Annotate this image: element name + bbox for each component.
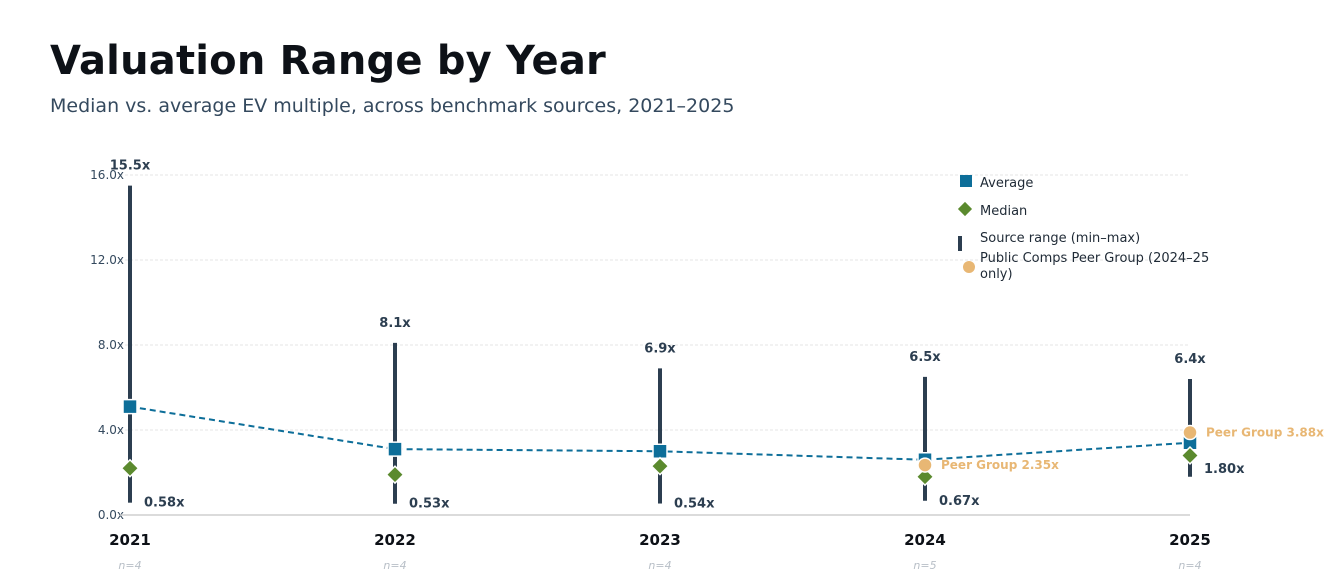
y-tick-label: 12.0x	[90, 253, 124, 267]
legend-peer-label-line1: Public Comps Peer Group (2024–25	[980, 251, 1209, 266]
legend-average-label: Average	[980, 176, 1033, 191]
x-tick-label-2025: 2025	[1169, 531, 1211, 549]
legend: Average Median Source range (min–max) Pu…	[957, 175, 1209, 282]
median-marker-2023	[650, 456, 670, 476]
y-tick-label: 4.0x	[98, 423, 124, 437]
x-tick-label-2022: 2022	[374, 531, 416, 549]
legend-peer-label-line2: only)	[980, 267, 1013, 282]
min-label-2024: 0.67x	[939, 494, 980, 509]
peer-marker-2025	[1182, 424, 1198, 441]
max-label-2021: 15.5x	[110, 159, 151, 174]
average-marker-2021	[122, 398, 138, 415]
legend-median-swatch	[957, 201, 973, 217]
min-label-2025: 1.80x	[1204, 462, 1245, 477]
sample-size-2024: n=5	[913, 559, 936, 572]
range-bar-2023	[658, 368, 662, 504]
marker-layer	[120, 398, 1200, 487]
peer-marker-2024	[917, 457, 933, 473]
x-tick-label-2021: 2021	[109, 531, 151, 549]
max-label-2022: 8.1x	[379, 316, 411, 331]
sample-size-2021: n=4	[118, 559, 141, 572]
min-label-2022: 0.53x	[409, 497, 450, 512]
legend-average-swatch	[960, 175, 972, 187]
y-tick-label: 0.0x	[98, 508, 124, 522]
range-bar-2024	[923, 376, 927, 501]
min-label-2023: 0.54x	[674, 497, 715, 512]
y-axis: 0.0x 4.0x 8.0x 12.0x 16.0x	[90, 168, 124, 522]
range-bar-2021	[128, 185, 132, 503]
legend-range-swatch	[958, 236, 962, 251]
y-tick-label: 8.0x	[98, 338, 124, 352]
legend-peer-swatch	[963, 261, 975, 273]
min-label-2021: 0.58x	[144, 496, 185, 511]
max-label-2023: 6.9x	[644, 341, 676, 356]
peer-label-2025: Peer Group 3.88x	[1206, 426, 1324, 440]
max-label-2025: 6.4x	[1174, 352, 1206, 367]
median-marker-2022	[385, 465, 405, 485]
sample-size-2022: n=4	[383, 559, 406, 572]
legend-range-label: Source range (min–max)	[980, 231, 1140, 246]
grid-layer	[120, 174, 1190, 431]
x-tick-label-2023: 2023	[639, 531, 681, 549]
average-marker-2023	[652, 443, 668, 459]
y-tick-label: 16.0x	[90, 168, 124, 182]
peer-label-2024: Peer Group 2.35x	[941, 458, 1059, 472]
median-marker-2025	[1180, 445, 1200, 466]
x-axis: 2021 n=4 2022 n=4 2023 n=4 2024 n=5 2025 n=4	[109, 531, 1211, 572]
label-layer: 15.5x 0.58x 8.1x 0.53x 6.9x 0.54x 6.5x 0.67x Pee…	[110, 159, 1324, 512]
sample-size-2023: n=4	[648, 559, 671, 572]
range-bar-2022	[393, 342, 397, 504]
chart-subtitle: Median vs. average EV multiple, across b…	[50, 95, 735, 117]
chart-title: Valuation Range by Year	[50, 38, 606, 84]
max-label-2024: 6.5x	[909, 350, 941, 365]
x-tick-label-2024: 2024	[904, 531, 946, 549]
legend-median-label: Median	[980, 204, 1027, 219]
median-marker-2024	[915, 467, 935, 487]
median-marker-2021	[120, 458, 140, 478]
sample-size-2025: n=4	[1178, 559, 1201, 572]
average-marker-2022	[387, 441, 403, 457]
